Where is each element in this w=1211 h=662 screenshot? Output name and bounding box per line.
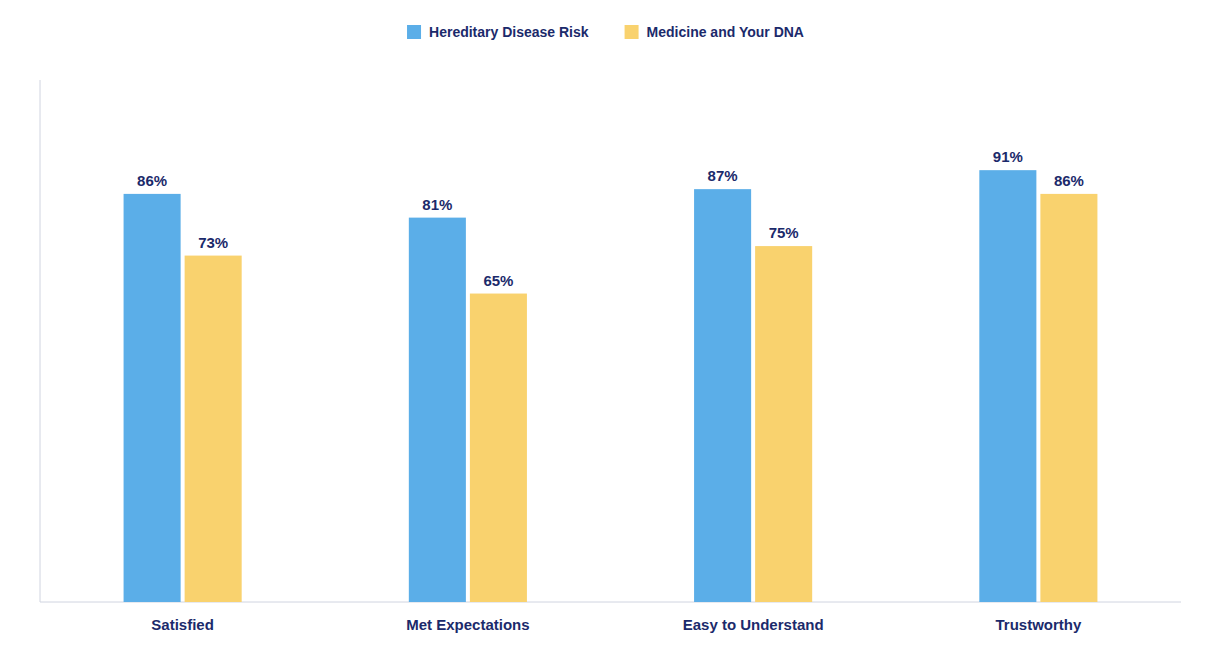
bar bbox=[1040, 194, 1097, 602]
bar bbox=[979, 170, 1036, 602]
legend-swatch bbox=[407, 25, 421, 39]
bar bbox=[755, 246, 812, 602]
bars bbox=[124, 170, 1098, 602]
legend-item: Hereditary Disease Risk bbox=[407, 24, 589, 40]
data-label: 73% bbox=[198, 234, 228, 251]
legend-swatch bbox=[625, 25, 639, 39]
bar bbox=[124, 194, 181, 602]
x-tick-labels: Satisfied Met Expectations Easy to Underst… bbox=[151, 616, 1082, 633]
legend-label: Hereditary Disease Risk bbox=[429, 24, 589, 40]
bar bbox=[694, 189, 751, 602]
legend-item: Medicine and Your DNA bbox=[625, 24, 804, 40]
x-tick-label: Trustworthy bbox=[995, 616, 1081, 633]
bar bbox=[409, 218, 466, 602]
legend: Hereditary Disease Risk Medicine and Your… bbox=[407, 24, 804, 40]
x-tick-label: Satisfied bbox=[151, 616, 214, 633]
data-label: 81% bbox=[422, 196, 452, 213]
chart: 86% 81% 87% 91% 73% 65% 75% 86% Satisfied Met Exp… bbox=[0, 0, 1211, 662]
data-label: 87% bbox=[708, 167, 738, 184]
data-label: 65% bbox=[483, 272, 513, 289]
bar bbox=[470, 294, 527, 602]
data-label: 91% bbox=[993, 148, 1023, 165]
x-tick-label: Easy to Understand bbox=[683, 616, 824, 633]
data-label: 86% bbox=[137, 172, 167, 189]
data-label: 86% bbox=[1054, 172, 1084, 189]
legend-label: Medicine and Your DNA bbox=[647, 24, 804, 40]
x-tick-label: Met Expectations bbox=[406, 616, 529, 633]
data-labels: 86% 81% 87% 91% 73% 65% 75% 86% bbox=[137, 148, 1084, 288]
data-label: 75% bbox=[769, 224, 799, 241]
bar bbox=[185, 256, 242, 602]
chart-container: 86% 81% 87% 91% 73% 65% 75% 86% Satisfied Met Exp… bbox=[0, 0, 1211, 662]
y-axis-line bbox=[40, 80, 41, 602]
